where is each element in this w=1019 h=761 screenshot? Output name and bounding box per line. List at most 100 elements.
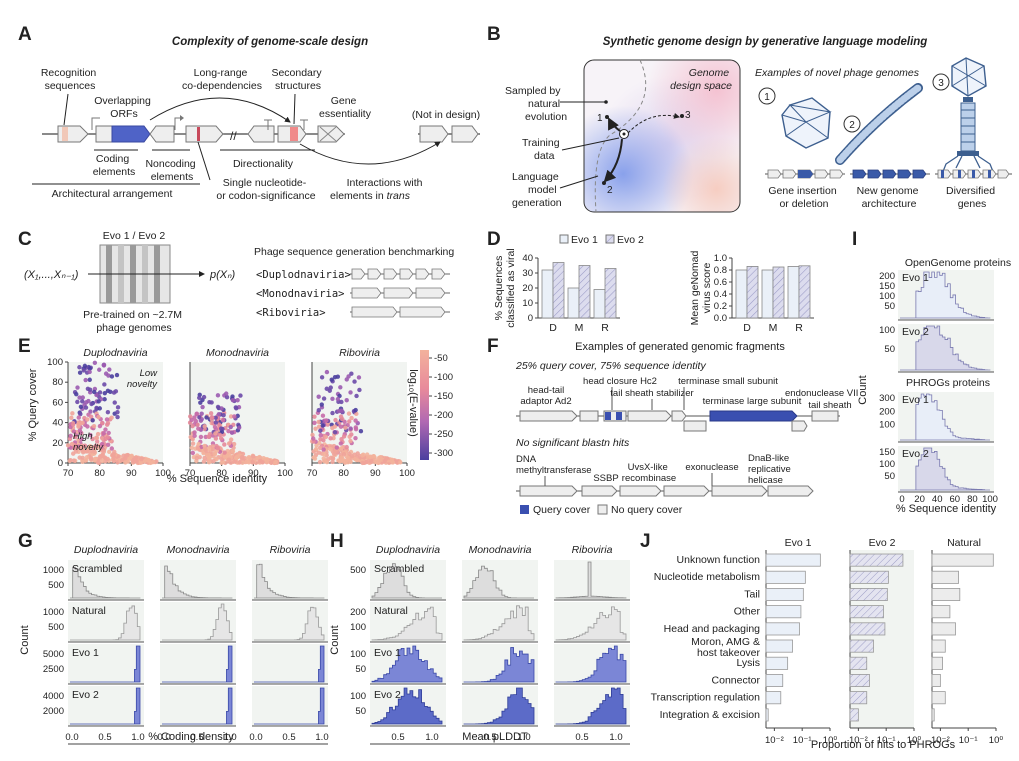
j-bar-2-3 <box>931 605 951 619</box>
e-point <box>224 391 229 396</box>
panel-letter-a: A <box>18 24 32 45</box>
h-hist-2-0 <box>371 645 443 683</box>
svg-text:Coding elements: Coding elements <box>93 153 136 178</box>
g-cell-bg <box>160 644 236 684</box>
e-point <box>227 452 232 458</box>
e-point <box>268 460 274 465</box>
e-point <box>222 450 227 455</box>
e-point <box>129 454 134 459</box>
d2-cat-0: D <box>743 322 751 334</box>
gene-terminase-large: terminase large subunit <box>703 396 802 407</box>
j-xtick-label-0-0: 10⁻² <box>765 735 784 746</box>
e-point <box>81 368 86 373</box>
cbar-tick-label-1: -100 <box>434 372 453 383</box>
example-num-2: 2 <box>849 120 855 131</box>
e-point <box>193 418 199 424</box>
e-point <box>215 445 221 451</box>
j-bar-0-8 <box>765 691 782 705</box>
phage-example-3: 3 Diversified genes <box>932 57 1012 210</box>
j-series-title-2: Natural <box>947 537 981 549</box>
g-ytick-2-1: 2500 <box>43 664 64 675</box>
j-series-title-0: Evo 1 <box>785 537 812 549</box>
e-point <box>330 456 336 461</box>
e-point <box>190 450 196 456</box>
e-point <box>228 414 234 419</box>
pretrained-2: phage genomes <box>96 322 171 334</box>
i-row-label-2: Evo 1 <box>902 394 929 406</box>
e-point <box>79 437 84 442</box>
e-point <box>93 443 98 449</box>
label-coding-1: Coding <box>96 153 129 165</box>
panel-a: A Complexity of genome-scale design // <box>18 24 480 202</box>
panel-letter-h: H <box>330 531 344 552</box>
e-ytick-label-1: 20 <box>52 438 63 449</box>
e-point <box>211 458 216 464</box>
example-label-1a: Gene insertion <box>768 185 836 197</box>
g-hist-0-1 <box>162 565 233 599</box>
design-space-label-2: design space <box>670 80 732 92</box>
d1-bar-D-1 <box>552 262 565 319</box>
g-cell-bg <box>68 644 144 684</box>
tag-gene-0-4 <box>415 268 430 280</box>
e-point <box>330 410 335 416</box>
d2-ytick-label-5: 1.0 <box>714 253 727 264</box>
h-row-label-3: Evo 2 <box>374 689 401 701</box>
e-point <box>69 441 75 447</box>
e-point <box>219 460 224 465</box>
j-bar-2-4 <box>931 622 956 636</box>
e-point <box>71 429 77 434</box>
h-xtick-2-1: 1.0 <box>609 732 622 743</box>
e-point <box>339 447 344 452</box>
e-point <box>100 458 105 464</box>
e-point <box>338 424 344 429</box>
d1-bar-M-0 <box>567 287 580 319</box>
e-high-novelty-2: novelty <box>73 442 104 453</box>
e-point <box>219 406 224 411</box>
i-ytick-3-2: 50 <box>884 471 895 482</box>
e-point <box>323 434 329 440</box>
gene-tail-sheath: tail sheath <box>808 400 851 411</box>
e-point <box>107 449 112 455</box>
h-ytick-0-0: 500 <box>350 565 366 576</box>
j-xtick-label-2-0: 10⁻² <box>931 735 950 746</box>
label-trans: trans <box>387 190 411 202</box>
e-point <box>353 407 358 413</box>
e-point <box>222 454 227 459</box>
h-cell-bg <box>554 560 630 600</box>
e-point <box>201 394 207 400</box>
e-point <box>313 426 318 431</box>
h-row-label-2: Evo 1 <box>374 647 401 659</box>
e-point <box>324 386 329 391</box>
panel-letter-c: C <box>18 229 32 250</box>
legend-evo1-swatch <box>559 234 569 244</box>
model-output: p(Xₙ) <box>209 269 236 281</box>
h-hist-3-2 <box>555 687 627 725</box>
example-label-1b: or deletion <box>779 198 828 210</box>
e-point <box>104 417 110 422</box>
d1-bar-D-0 <box>541 269 554 319</box>
tag-gene-0-3 <box>399 268 414 280</box>
genome-tag-0: <Duplodnaviria> <box>256 269 351 281</box>
svg-text:UvsX-like recombinase: UvsX-like recombinase <box>622 462 676 484</box>
e-point <box>111 452 116 457</box>
h-ytick-3-1: 50 <box>355 706 366 717</box>
j-bar-2-2 <box>931 588 961 602</box>
e-point <box>75 385 80 390</box>
e-point <box>311 436 316 441</box>
gene-recombinase: recombinase <box>622 473 676 484</box>
e-point <box>142 458 147 464</box>
panel-letter-e: E <box>18 336 31 357</box>
label-overlapping-1: Overlapping <box>94 95 151 107</box>
j-cat-0: Unknown function <box>677 554 761 566</box>
legend-evo2-swatch <box>605 234 615 244</box>
e-point <box>360 460 365 466</box>
j-bar-0-0 <box>765 553 821 567</box>
e-point <box>105 409 111 415</box>
i-ytick-3-0: 150 <box>879 447 895 458</box>
e-point <box>344 377 349 382</box>
svg-text:Overlapping ORFs: Overlapping ORFs <box>94 95 154 120</box>
e-point <box>196 441 201 447</box>
e-point <box>226 428 231 434</box>
i-xlabel: % Sequence identity <box>896 503 997 515</box>
svg-text:Training data: Training data <box>522 137 562 162</box>
